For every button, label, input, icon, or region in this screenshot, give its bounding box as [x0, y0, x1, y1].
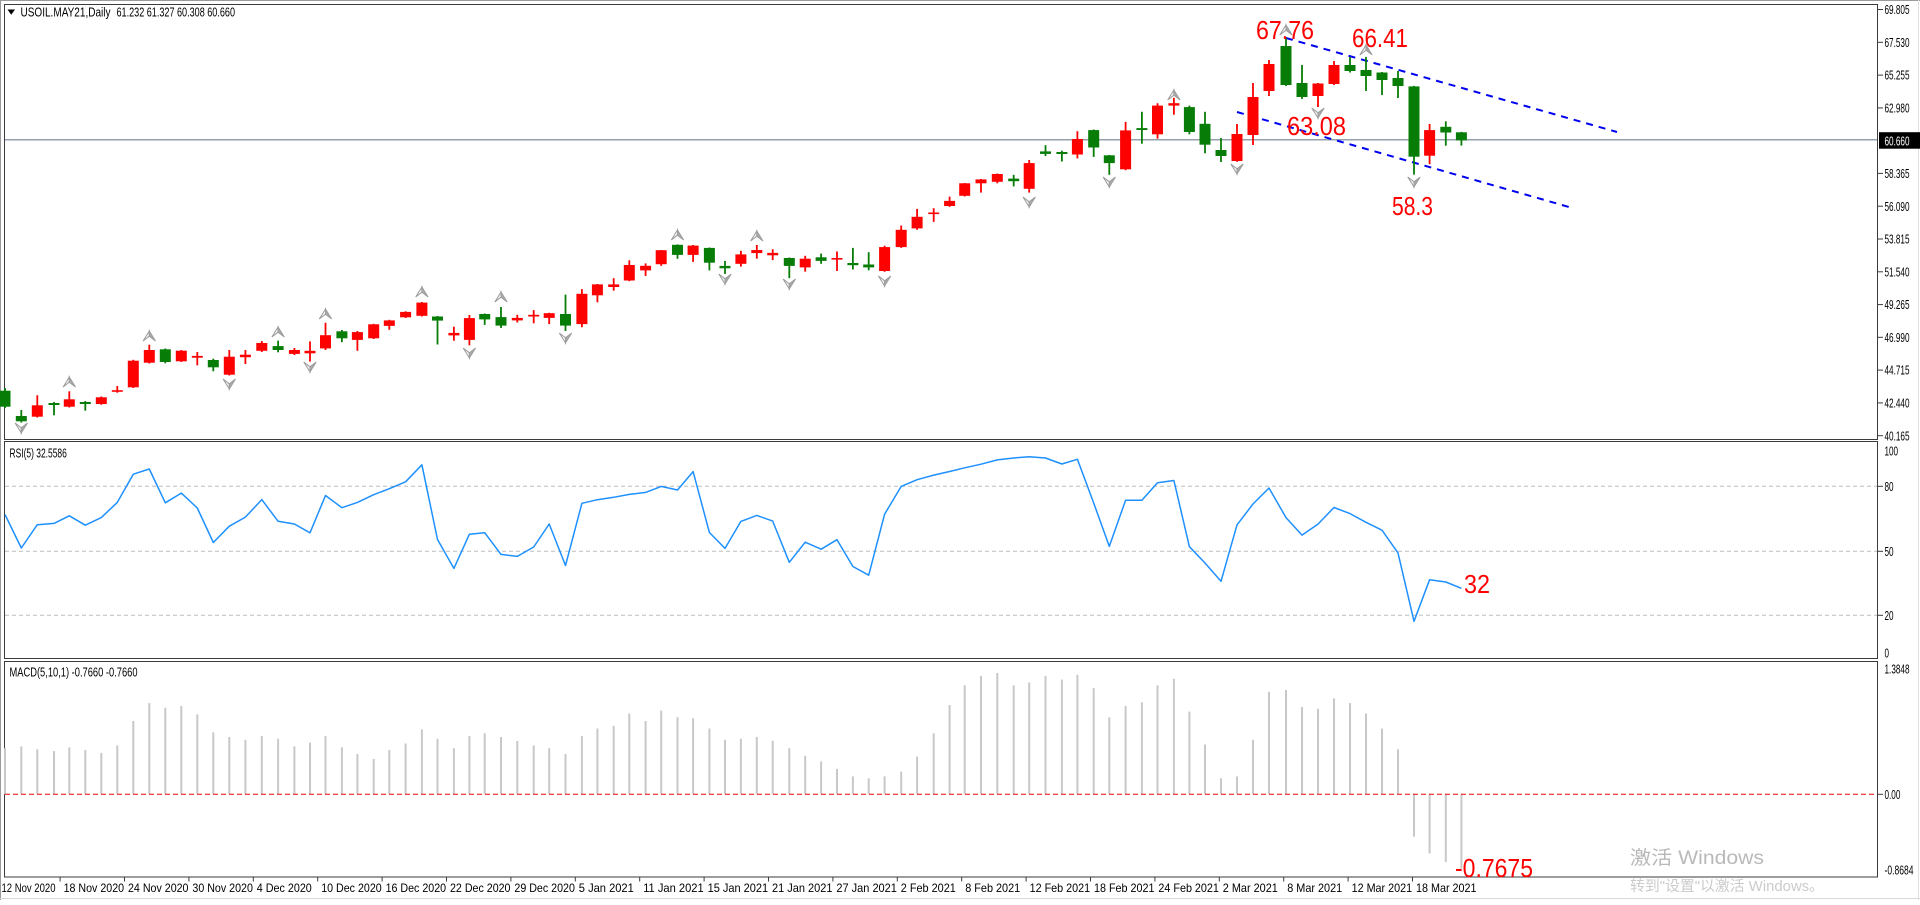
svg-text:40.165: 40.165: [1885, 428, 1910, 443]
svg-text:-0.7675: -0.7675: [1455, 853, 1533, 883]
svg-text:58.365: 58.365: [1885, 166, 1910, 181]
svg-text:58.3: 58.3: [1392, 191, 1433, 221]
svg-text:29 Dec 2020: 29 Dec 2020: [514, 881, 575, 895]
svg-text:22 Dec 2020: 22 Dec 2020: [450, 881, 511, 895]
svg-text:49.265: 49.265: [1885, 297, 1910, 312]
svg-text:5 Jan 2021: 5 Jan 2021: [579, 881, 634, 895]
svg-text:2 Feb 2021: 2 Feb 2021: [901, 881, 956, 895]
svg-text:80: 80: [1885, 479, 1894, 494]
svg-text:11 Jan 2021: 11 Jan 2021: [643, 881, 704, 895]
svg-text:42.440: 42.440: [1885, 396, 1910, 411]
svg-text:67.530: 67.530: [1885, 35, 1910, 50]
svg-text:-0.8684: -0.8684: [1885, 863, 1914, 878]
svg-text:RSI(5) 32.5586: RSI(5) 32.5586: [10, 446, 67, 461]
svg-text:12 Mar 2021: 12 Mar 2021: [1352, 881, 1413, 895]
svg-text:8 Feb 2021: 8 Feb 2021: [965, 881, 1020, 895]
svg-text:27 Jan 2021: 27 Jan 2021: [836, 881, 897, 895]
svg-text:69.805: 69.805: [1885, 2, 1910, 17]
svg-text:100: 100: [1885, 444, 1899, 459]
svg-text:63.08: 63.08: [1287, 111, 1346, 141]
svg-text:10 Dec 2020: 10 Dec 2020: [321, 881, 382, 895]
svg-text:16 Dec 2020: 16 Dec 2020: [386, 881, 447, 895]
svg-text:12 Nov 2020: 12 Nov 2020: [2, 881, 56, 895]
svg-text:0.00: 0.00: [1885, 787, 1901, 802]
svg-text:24 Feb 2021: 24 Feb 2021: [1158, 881, 1219, 895]
svg-text:50: 50: [1885, 544, 1894, 559]
svg-text:20: 20: [1885, 608, 1894, 623]
svg-text:62.980: 62.980: [1885, 101, 1910, 116]
svg-text:0: 0: [1885, 645, 1890, 660]
svg-text:1.3848: 1.3848: [1885, 661, 1910, 676]
svg-text:18 Feb 2021: 18 Feb 2021: [1094, 881, 1155, 895]
svg-text:12 Feb 2021: 12 Feb 2021: [1030, 881, 1091, 895]
svg-text:32: 32: [1464, 569, 1490, 599]
svg-text:24 Nov 2020: 24 Nov 2020: [128, 881, 189, 895]
svg-text:46.990: 46.990: [1885, 330, 1910, 345]
svg-text:8 Mar 2021: 8 Mar 2021: [1287, 881, 1342, 895]
svg-text:MACD(5,10,1) -0.7660 -0.7660: MACD(5,10,1) -0.7660 -0.7660: [10, 665, 138, 680]
svg-text:18 Nov 2020: 18 Nov 2020: [64, 881, 125, 895]
svg-text:66.41: 66.41: [1352, 23, 1408, 53]
svg-text:30 Nov 2020: 30 Nov 2020: [192, 881, 253, 895]
svg-text:USOIL.MAY21,Daily: USOIL.MAY21,Daily: [21, 5, 111, 20]
svg-text:65.255: 65.255: [1885, 68, 1910, 83]
svg-text:18 Mar 2021: 18 Mar 2021: [1416, 881, 1477, 895]
svg-text:53.815: 53.815: [1885, 232, 1910, 247]
svg-text:56.090: 56.090: [1885, 199, 1910, 214]
svg-text:60.660: 60.660: [1885, 133, 1910, 148]
svg-text:2 Mar 2021: 2 Mar 2021: [1223, 881, 1278, 895]
svg-text:44.715: 44.715: [1885, 363, 1910, 378]
svg-text:61.232 61.327 60.308 60.660: 61.232 61.327 60.308 60.660: [117, 5, 236, 20]
svg-text:67.76: 67.76: [1256, 15, 1314, 45]
svg-text:转到"设置"以激活 Windows。: 转到"设置"以激活 Windows。: [1630, 878, 1824, 895]
svg-text:15 Jan 2021: 15 Jan 2021: [708, 881, 769, 895]
svg-text:4 Dec 2020: 4 Dec 2020: [257, 881, 312, 895]
svg-text:51.540: 51.540: [1885, 264, 1910, 279]
svg-text:激活 Windows: 激活 Windows: [1630, 847, 1764, 869]
svg-text:21 Jan 2021: 21 Jan 2021: [772, 881, 833, 895]
